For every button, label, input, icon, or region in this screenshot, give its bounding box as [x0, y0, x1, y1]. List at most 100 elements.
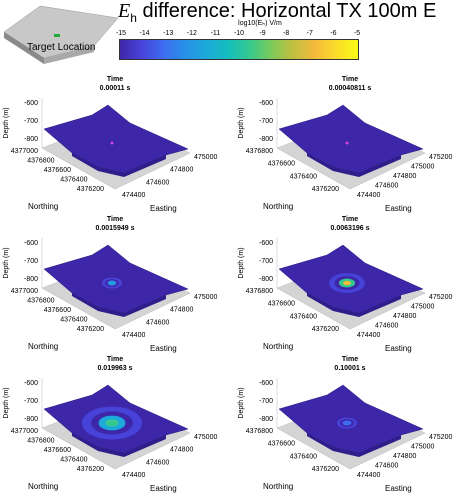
x-axis-label: Easting [150, 344, 177, 353]
panel-time-value: 0.00040811 s [328, 85, 372, 92]
x-tick-label: 474400 [122, 332, 145, 339]
y-tick-label: 4377000 [11, 288, 38, 295]
x-tick-label: 475200 [429, 434, 452, 441]
anomaly-ring [105, 419, 119, 427]
z-tick-label: -700 [24, 398, 38, 405]
x-tick-label: 474800 [393, 173, 416, 180]
y-tick-label: 4376400 [290, 173, 317, 180]
y-tick-label: 4376200 [312, 326, 339, 333]
panel-time-caption: Time 0.0063196 s [295, 215, 405, 233]
z-tick-label: -600 [24, 240, 38, 247]
anomaly-ring [344, 421, 350, 425]
terrain-front-face [72, 293, 166, 317]
location-inset-map: Target Location [3, 5, 118, 64]
anomaly-blob [345, 141, 349, 145]
y-axis-label: Northing [28, 342, 58, 351]
x-tick-label: 474600 [146, 179, 169, 186]
x-tick-label: 474600 [375, 323, 398, 330]
panel-time-caption: Time 0.00040811 s [295, 75, 405, 93]
colorbar-tick-label: -13 [163, 30, 174, 37]
y-tick-label: 4376400 [290, 453, 317, 460]
x-tick-label: 475000 [194, 294, 217, 301]
y-tick-label: 4376600 [268, 161, 295, 168]
colorbar-tick-label: -14 [139, 30, 150, 37]
x-tick-label: 474800 [170, 307, 193, 314]
anomaly-blob [337, 417, 357, 429]
z-tick-label: -700 [259, 398, 273, 405]
z-axis-label: Depth (m) [238, 247, 245, 278]
panel-time-value: 0.019963 s [97, 365, 133, 372]
x-axis-label: Easting [385, 344, 412, 353]
panel-time-label: Time [341, 76, 359, 83]
z-tick-label: -600 [259, 240, 273, 247]
panel-time-value: 0.0063196 s [330, 225, 370, 232]
panel-time-label: Time [341, 356, 359, 363]
x-tick-label: 474600 [146, 459, 169, 466]
colorbar-label: log10(Eₕ) V/m [238, 20, 282, 27]
y-axis-label: Northing [263, 202, 293, 211]
anomaly-blob [82, 406, 142, 440]
y-tick-label: 4376400 [60, 457, 87, 464]
y-tick-label: 4376600 [268, 441, 295, 448]
z-tick-label: -700 [24, 258, 38, 265]
z-tick-label: -800 [259, 276, 273, 283]
x-tick-label: 474400 [357, 332, 380, 339]
x-tick-label: 474800 [170, 447, 193, 454]
panel-time-caption: Time 0.019963 s [60, 355, 170, 373]
x-tick-label: 474400 [357, 192, 380, 199]
colorbar-tick-label: -7 [306, 30, 313, 37]
z-tick-label: -800 [259, 136, 273, 143]
colorbar-tick-label: -6 [330, 30, 337, 37]
x-tick-label: 474600 [375, 183, 398, 190]
figure-title: Eh difference: Horizontal TX 100m E [118, 0, 470, 25]
x-tick-label: 474400 [122, 472, 145, 479]
y-tick-label: 4376200 [77, 466, 104, 473]
y-tick-label: 4376600 [44, 447, 71, 454]
x-axis-label: Easting [150, 204, 177, 213]
y-tick-label: 4376600 [44, 307, 71, 314]
anomaly-ring [109, 281, 115, 285]
y-tick-label: 4376800 [246, 288, 273, 295]
title-text: difference: Horizontal TX 100m E [136, 0, 437, 22]
panel-time-label: Time [106, 356, 124, 363]
panel-time-value: 0.0015949 s [95, 225, 135, 232]
anomaly-marker [110, 141, 114, 145]
y-tick-label: 4377000 [11, 428, 38, 435]
panel-time-label: Time [106, 76, 124, 83]
z-axis-label: Depth (m) [3, 247, 10, 278]
inset-terrain-side [4, 32, 44, 64]
panel-time-caption: Time 0.00011 s [60, 75, 170, 93]
y-axis-label: Northing [263, 482, 293, 491]
terrain-front-face [307, 433, 401, 457]
colorbar-tick-label: -10 [233, 30, 245, 37]
terrain-front-face [307, 153, 401, 177]
z-tick-label: -700 [259, 118, 273, 125]
x-tick-label: 475200 [429, 154, 452, 161]
z-tick-label: -600 [259, 100, 273, 107]
y-tick-label: 4376400 [60, 317, 87, 324]
title-subscript: h [130, 11, 137, 25]
anomaly-blob [102, 277, 122, 289]
inset-terrain-front [44, 46, 94, 64]
inset-label: Target Location [27, 42, 95, 53]
y-axis-label: Northing [28, 202, 58, 211]
y-tick-label: 4376800 [27, 158, 54, 165]
x-tick-label: 475000 [194, 154, 217, 161]
colorbar-tick-label: -9 [259, 30, 266, 37]
y-tick-label: 4376400 [60, 177, 87, 184]
terrain-front-face [72, 433, 166, 457]
y-tick-label: 4376400 [290, 313, 317, 320]
z-tick-label: -700 [259, 258, 273, 265]
z-tick-label: -800 [24, 136, 38, 143]
anomaly-blob [329, 273, 365, 293]
y-axis-label: Northing [28, 482, 58, 491]
y-tick-label: 4376600 [268, 301, 295, 308]
z-axis-label: Depth (m) [3, 107, 10, 138]
x-tick-label: 474800 [393, 453, 416, 460]
x-tick-label: 474600 [146, 319, 169, 326]
y-tick-label: 4377000 [11, 148, 38, 155]
panel-time-value: 0.10001 s [334, 365, 366, 372]
surface-plot: -600 -700 -800 Depth (m) 4376800 4376600 43764… [238, 98, 452, 213]
x-tick-label: 475000 [411, 444, 434, 451]
y-tick-label: 4376800 [246, 148, 273, 155]
